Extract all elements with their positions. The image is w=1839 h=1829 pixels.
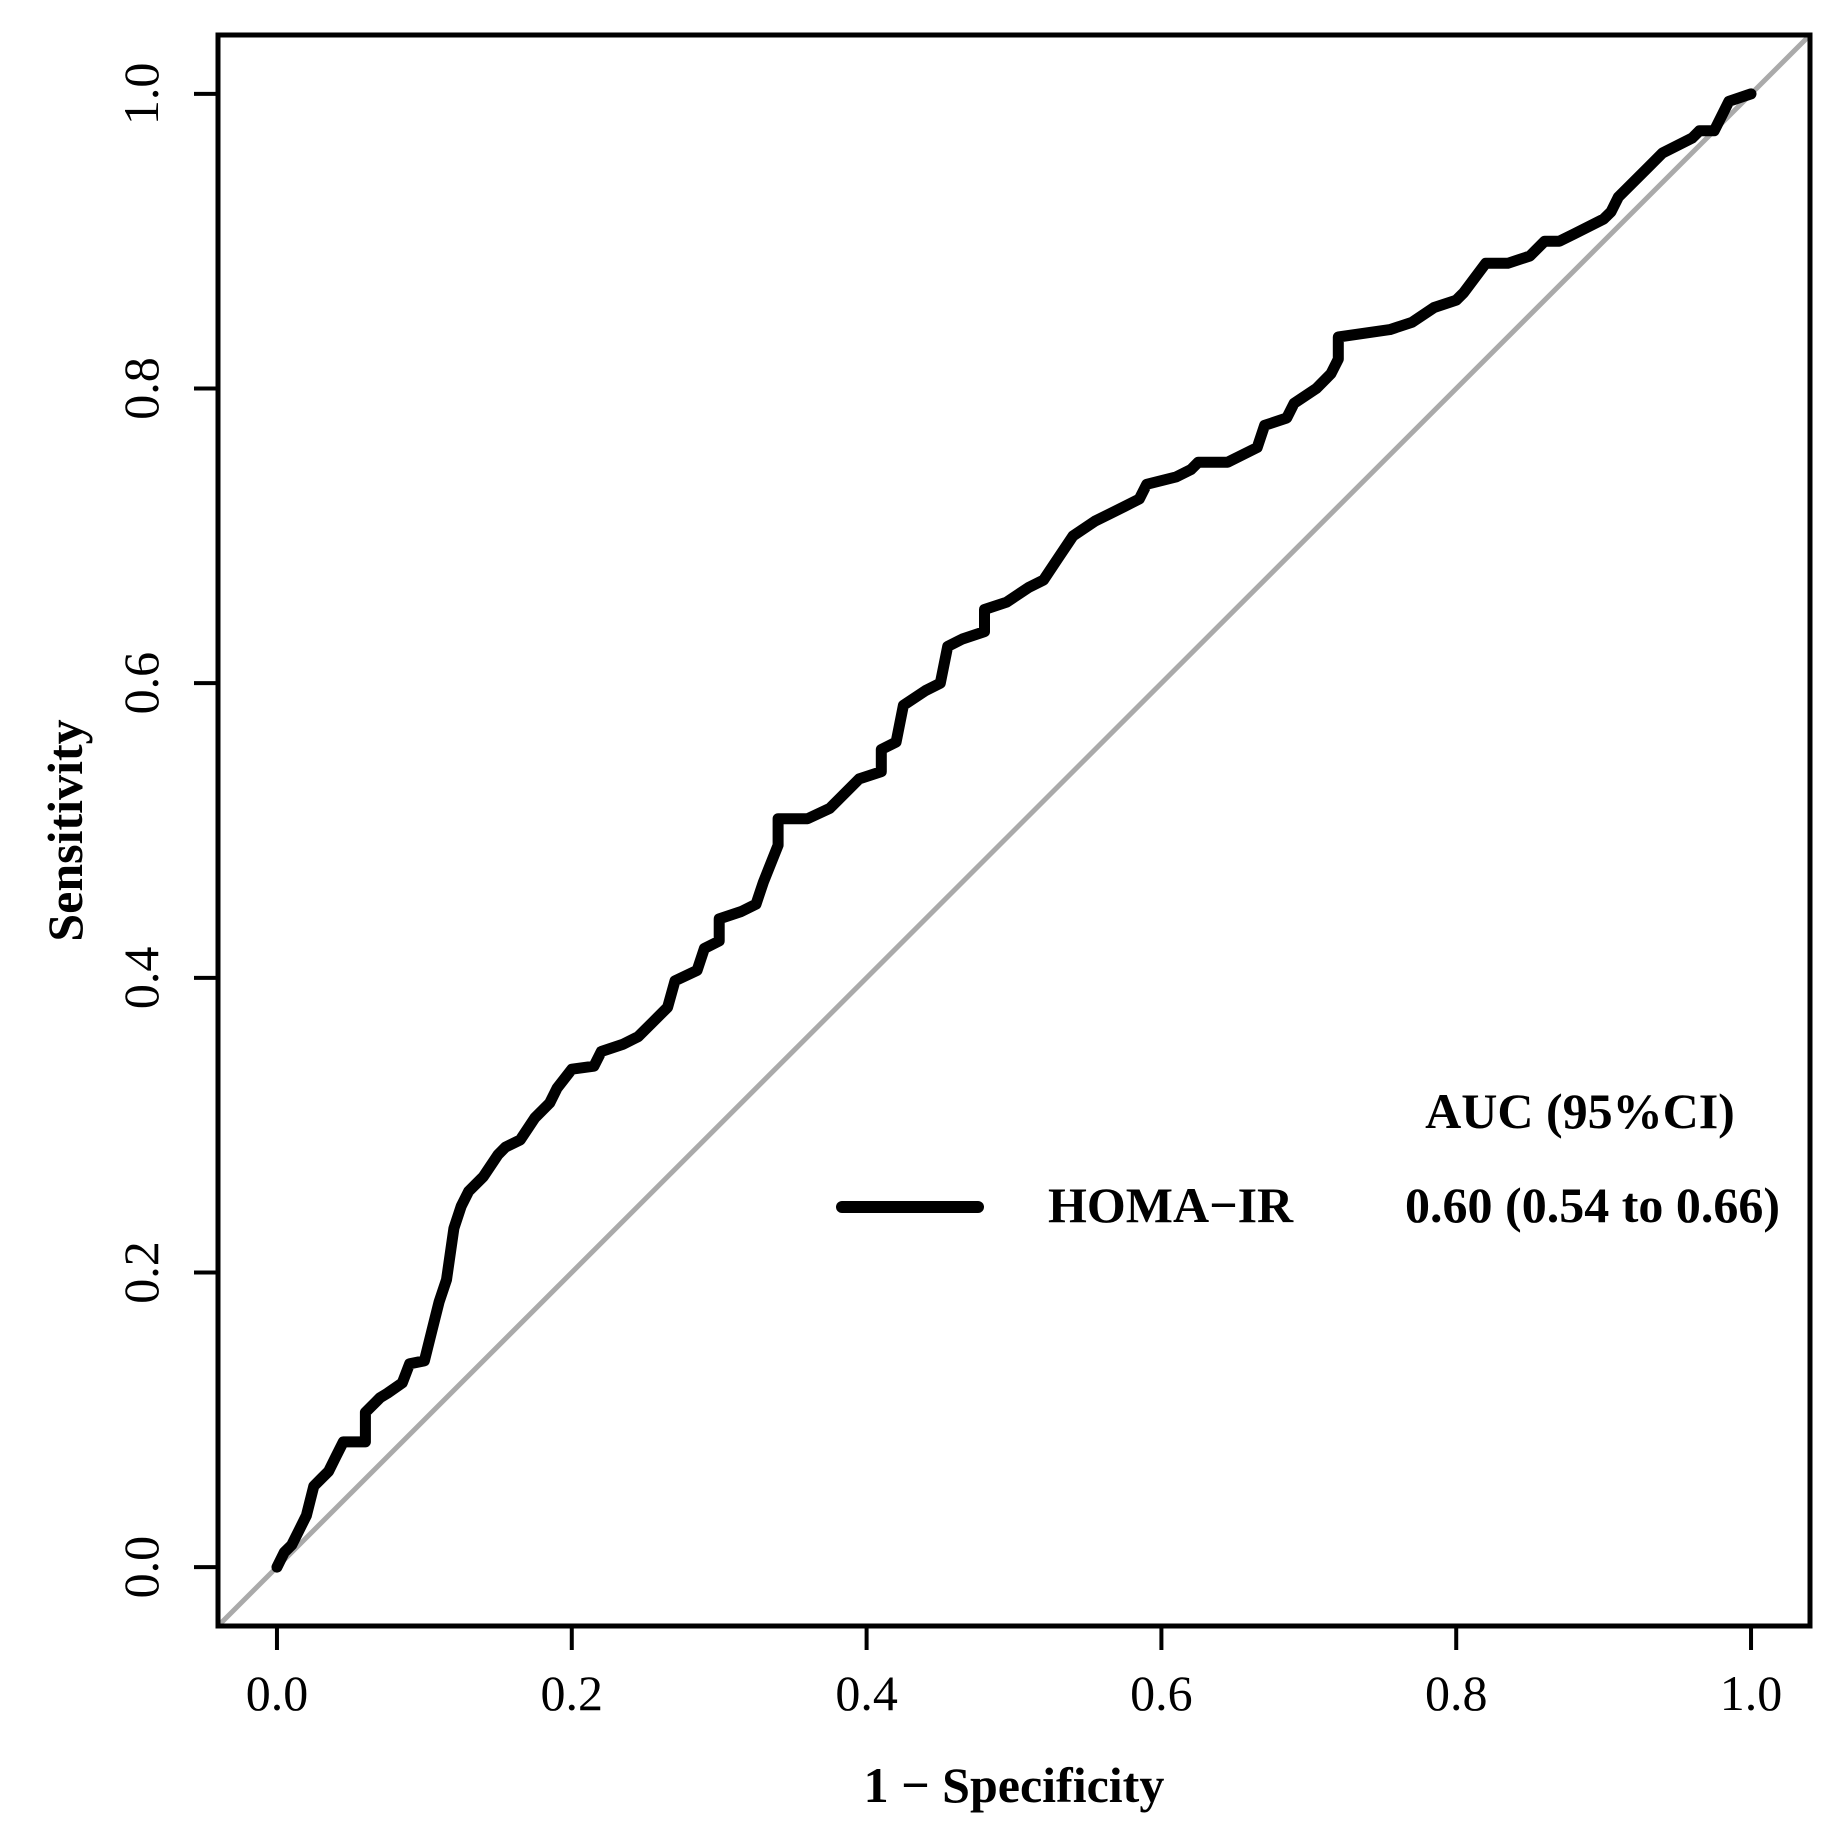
x-axis-title: 1 − Specificity — [864, 1757, 1165, 1813]
legend-auc-value: 0.60 (0.54 to 0.66) — [1405, 1177, 1780, 1233]
legend-header: AUC (95%CI) — [1425, 1083, 1735, 1139]
x-tick-label: 1.0 — [1720, 1665, 1783, 1721]
x-tick-label: 0.8 — [1425, 1665, 1488, 1721]
legend: AUC (95%CI) HOMA−IR 0.60 (0.54 to 0.66) — [836, 1083, 1780, 1233]
y-tick-label: 0.6 — [113, 652, 169, 715]
x-tick-label: 0.2 — [541, 1665, 604, 1721]
y-tick-label: 1.0 — [113, 63, 169, 126]
plot-area — [218, 35, 1810, 1626]
axes: 0.0 0.2 0.4 0.6 0.8 1.0 0.0 0.2 0.4 0.6 0.8 1.0 1 − … — [37, 32, 1813, 1813]
y-tick-label: 0.0 — [113, 1536, 169, 1599]
y-axis: 0.0 0.2 0.4 0.6 0.8 1.0 — [113, 63, 218, 1599]
roc-curve-homa-ir — [271, 88, 1757, 1573]
plot-frame — [215, 32, 1813, 1629]
y-axis-title: Sensitivity — [37, 719, 93, 941]
y-tick-label: 0.8 — [113, 357, 169, 420]
y-tick-label: 0.4 — [113, 947, 169, 1010]
x-tick-label: 0.0 — [246, 1665, 309, 1721]
x-tick-label: 0.4 — [835, 1665, 898, 1721]
legend-series-label: HOMA−IR — [1048, 1177, 1294, 1233]
x-tick-label: 0.6 — [1130, 1665, 1193, 1721]
reference-diagonal-line — [218, 35, 1810, 1626]
y-tick-label: 0.2 — [113, 1241, 169, 1304]
x-axis: 0.0 0.2 0.4 0.6 0.8 1.0 — [246, 1626, 1783, 1721]
